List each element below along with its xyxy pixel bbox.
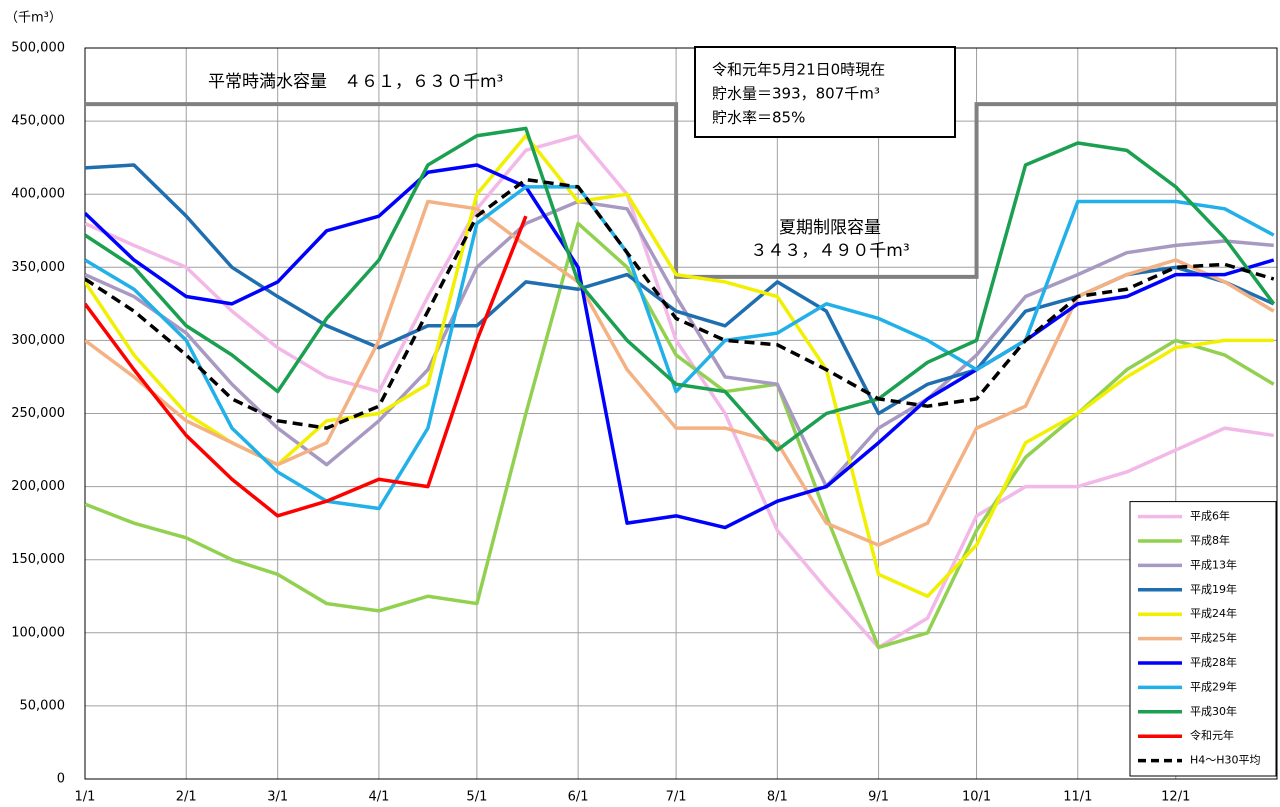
legend-label: 平成25年 xyxy=(1190,631,1237,645)
legend-label: H4～H30平均 xyxy=(1190,754,1261,767)
annotation: 令和元年5月21日0時現在 xyxy=(712,61,885,79)
y-tick-label: 150,000 xyxy=(11,552,65,567)
y-unit-label: （千m³） xyxy=(5,11,62,26)
x-tick-label: 7/1 xyxy=(666,790,687,805)
series-line xyxy=(85,177,1275,430)
x-tick-label: 1/1 xyxy=(75,790,96,805)
legend-label: 平成13年 xyxy=(1190,557,1237,571)
plot-border xyxy=(84,47,1278,780)
legend-label: 平成8年 xyxy=(1190,533,1230,547)
x-tick-label: 3/1 xyxy=(267,790,288,805)
y-tick-label: 500,000 xyxy=(11,41,65,56)
capacity-line xyxy=(85,102,1277,279)
y-tick-label: 300,000 xyxy=(11,333,65,348)
legend-label: 平成28年 xyxy=(1190,655,1237,669)
y-tick-label: 450,000 xyxy=(11,114,65,129)
y-tick-label: 250,000 xyxy=(11,406,65,421)
legend-label: 平成30年 xyxy=(1190,704,1237,718)
series-line xyxy=(85,163,1275,530)
x-tick-label: 8/1 xyxy=(767,790,788,805)
y-tick-label: 200,000 xyxy=(11,479,65,494)
y-tick-label: 350,000 xyxy=(11,260,65,275)
series-line xyxy=(85,133,1274,598)
y-tick-label: 50,000 xyxy=(20,698,66,713)
series-line xyxy=(85,126,1276,452)
x-tick-label: 9/1 xyxy=(868,790,889,805)
legend-label: 平成24年 xyxy=(1190,606,1237,620)
series-line xyxy=(85,199,1274,489)
annotation-box xyxy=(694,46,956,138)
y-tick-label: 100,000 xyxy=(11,625,65,640)
annotation: 平常時満水容量 ４６１，６３０千m³ xyxy=(208,72,503,92)
x-tick-label: 6/1 xyxy=(568,790,589,805)
series-line xyxy=(85,199,1275,547)
legend-label: 平成29年 xyxy=(1190,679,1237,693)
x-tick-label: 4/1 xyxy=(368,790,389,805)
legend-label: 平成19年 xyxy=(1190,582,1237,596)
y-tick-label: 400,000 xyxy=(11,187,65,202)
x-tick-label: 2/1 xyxy=(176,790,197,805)
annotation: 貯水率＝85% xyxy=(712,109,805,127)
legend-label: 平成6年 xyxy=(1190,509,1230,523)
x-tick-label: 12/1 xyxy=(1161,790,1190,805)
series-line xyxy=(85,215,528,518)
series-line xyxy=(85,185,1275,511)
annotation: ３４３，４９０千m³ xyxy=(750,241,909,261)
annotation: 貯水量＝393，807千m³ xyxy=(712,85,880,103)
series-line xyxy=(85,133,1274,650)
x-tick-label: 10/1 xyxy=(962,790,991,805)
y-tick-label: 0 xyxy=(57,772,65,787)
legend-label: 令和元年 xyxy=(1190,728,1234,742)
x-tick-label: 5/1 xyxy=(466,790,487,805)
x-tick-label: 11/1 xyxy=(1063,790,1092,805)
annotation: 夏期制限容量 xyxy=(779,218,881,238)
